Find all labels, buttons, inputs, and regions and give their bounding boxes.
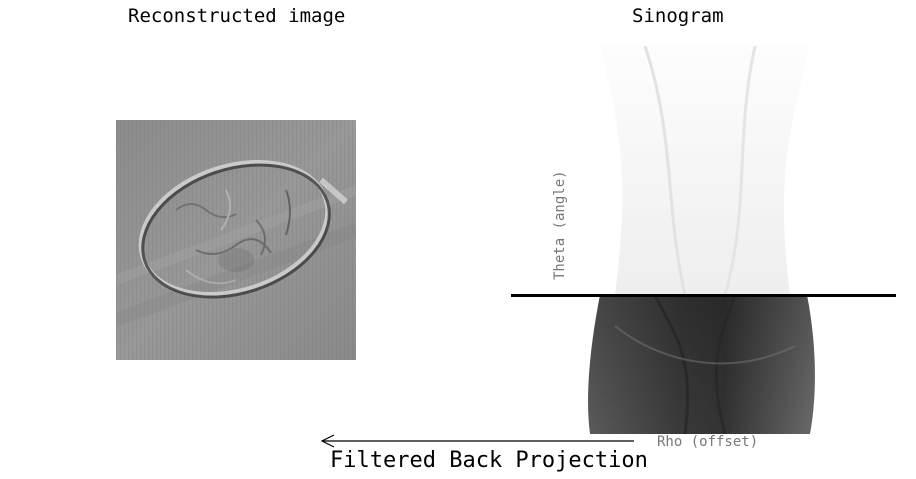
reconstructed-image-title: Reconstructed image xyxy=(128,5,346,27)
rho-axis-label: Rho (offset) xyxy=(657,434,759,450)
sinogram-divider-line xyxy=(511,294,896,297)
reconstructed-image xyxy=(116,120,356,360)
filtered-back-projection-caption: Filtered Back Projection xyxy=(330,448,648,473)
sinogram-title: Sinogram xyxy=(632,5,724,27)
theta-axis-label: Theta (angle) xyxy=(552,170,568,280)
left-arrow-icon xyxy=(320,434,634,448)
sinogram-image xyxy=(588,46,815,434)
